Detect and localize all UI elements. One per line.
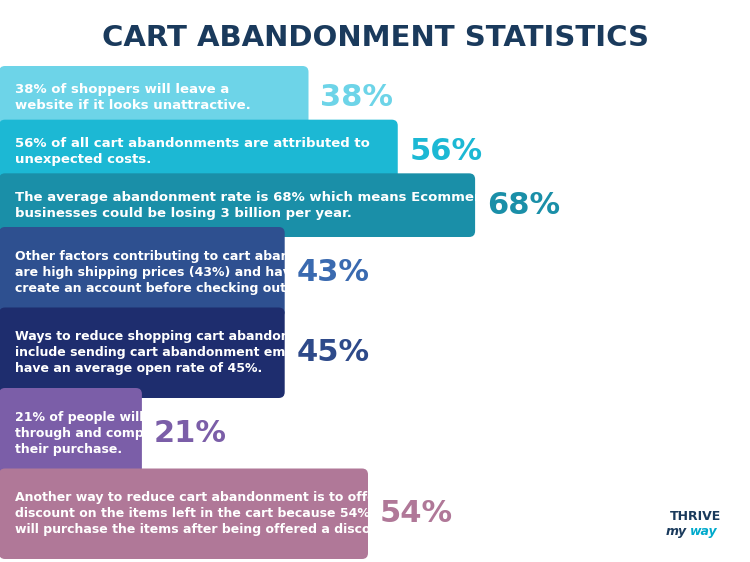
FancyBboxPatch shape — [0, 388, 142, 478]
FancyBboxPatch shape — [0, 66, 308, 130]
Text: 21%: 21% — [154, 419, 227, 448]
Text: THRIVE: THRIVE — [669, 510, 721, 523]
Text: 38%: 38% — [320, 83, 394, 112]
Text: 54%: 54% — [380, 499, 453, 528]
Text: 43%: 43% — [297, 258, 370, 287]
Text: 56% of all cart abandonments are attributed to
unexpected costs.: 56% of all cart abandonments are attribu… — [15, 137, 370, 166]
Text: 56%: 56% — [410, 137, 483, 166]
FancyBboxPatch shape — [0, 227, 285, 318]
FancyBboxPatch shape — [0, 173, 475, 237]
Text: 38% of shoppers will leave a
website if it looks unattractive.: 38% of shoppers will leave a website if … — [15, 83, 250, 112]
Text: my: my — [666, 525, 687, 538]
Text: CART ABANDONMENT STATISTICS: CART ABANDONMENT STATISTICS — [101, 24, 649, 52]
Text: Other factors contributing to cart abandonment
are high shipping prices (43%) an: Other factors contributing to cart aband… — [15, 250, 352, 294]
Text: The average abandonment rate is 68% which means Ecommerce
businesses could be lo: The average abandonment rate is 68% whic… — [15, 191, 497, 220]
Text: 68%: 68% — [487, 191, 560, 220]
FancyBboxPatch shape — [0, 120, 398, 183]
Text: 45%: 45% — [297, 338, 370, 367]
Text: Another way to reduce cart abandonment is to offer a
discount on the items left : Another way to reduce cart abandonment i… — [15, 491, 457, 536]
FancyBboxPatch shape — [0, 469, 368, 559]
Text: 21% of people will click
through and complete
their purchase.: 21% of people will click through and com… — [15, 411, 179, 456]
FancyBboxPatch shape — [0, 307, 285, 398]
Text: Ways to reduce shopping cart abandonment
include sending cart abandonment emails: Ways to reduce shopping cart abandonment… — [15, 330, 355, 375]
Text: way: way — [690, 525, 718, 538]
